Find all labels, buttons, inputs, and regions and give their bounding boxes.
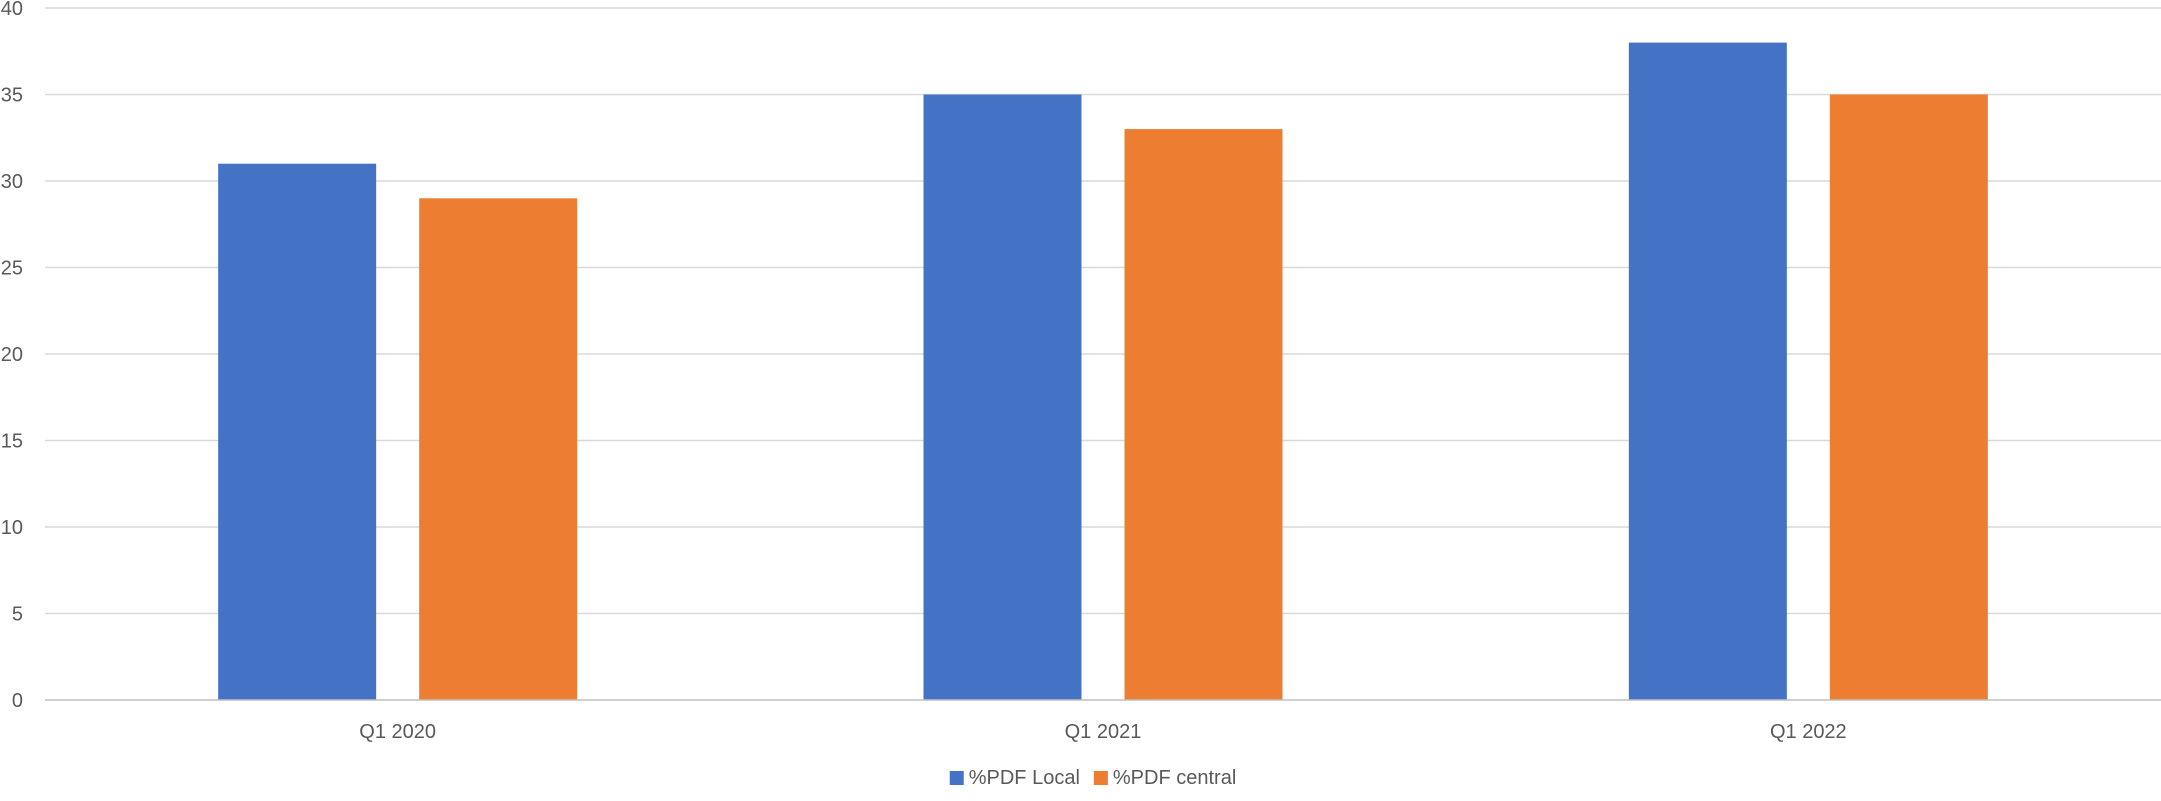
legend-label: %PDF central [1113, 767, 1236, 789]
y-axis-tick-labels: 0 5 10 15 20 25 30 35 40 [1, 0, 23, 712]
bar-pdf-local [1628, 42, 1787, 701]
x-category-label: Q1 2022 [1770, 721, 1847, 743]
y-tick-label: 40 [1, 0, 23, 20]
y-tick-label: 30 [1, 171, 23, 193]
gridlines [45, 7, 2161, 615]
legend: %PDF Local %PDF central [949, 767, 1236, 789]
y-tick-label: 0 [12, 690, 23, 712]
legend-swatch [949, 771, 964, 785]
bar-pdf-local [218, 163, 377, 700]
bar-pdf-central [419, 198, 578, 701]
y-tick-label: 20 [1, 344, 23, 366]
y-tick-label: 35 [1, 85, 23, 107]
legend-swatch [1093, 771, 1108, 785]
legend-item: %PDF Local [949, 767, 1080, 789]
bar-pdf-local [923, 94, 1082, 700]
bar-pdf-central [1124, 129, 1283, 701]
y-tick-label: 10 [1, 517, 23, 539]
y-tick-label: 25 [1, 258, 23, 280]
bars [218, 42, 1988, 701]
bar-pdf-central [1829, 94, 1988, 700]
y-tick-label: 15 [1, 431, 23, 453]
y-tick-label: 5 [12, 604, 23, 626]
legend-label: %PDF Local [969, 767, 1080, 789]
x-category-label: Q1 2020 [359, 721, 436, 743]
x-axis-category-labels: Q1 2020 Q1 2021 Q1 2022 [359, 721, 1846, 743]
legend-item: %PDF central [1093, 767, 1236, 789]
x-category-label: Q1 2021 [1065, 721, 1142, 743]
